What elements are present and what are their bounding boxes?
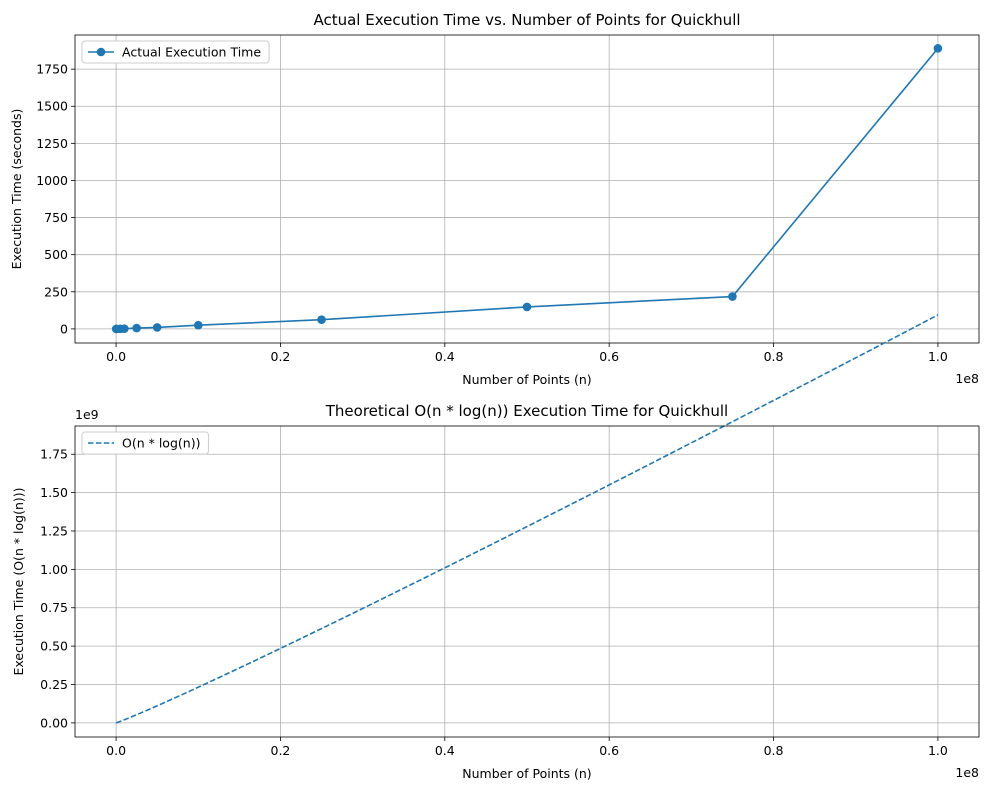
chart-theoretical-nlogn: Theoretical O(n * log(n)) Execution Time…: [11, 314, 980, 781]
data-point: [193, 320, 203, 330]
legend-marker-actual-execution-time: [96, 47, 106, 57]
x-axis-ticks: 0.0 0.2 0.4 0.6 0.8 1.0: [106, 737, 948, 758]
data-point: [522, 302, 532, 312]
data-point: [152, 323, 162, 332]
y-tick-label: 1.25: [40, 523, 68, 538]
y-tick-label: 1750: [36, 62, 68, 77]
plot-frame: [74, 425, 980, 738]
x-axis-offset-label: 1e8: [955, 765, 979, 780]
grid: [75, 426, 979, 737]
plot-frame: [74, 34, 980, 344]
x-tick-label: 0.8: [764, 349, 784, 364]
y-tick-label: 0.75: [40, 600, 68, 615]
y-tick-label: 1000: [36, 173, 68, 188]
x-tick-label: 0.2: [271, 349, 291, 364]
y-axis-offset-label: 1e9: [75, 407, 99, 422]
y-axis-label: Execution Time (seconds): [9, 109, 24, 270]
x-tick-label: 1.0: [928, 349, 948, 364]
y-tick-label: 1.75: [40, 447, 68, 462]
x-tick-label: 0.0: [106, 743, 126, 758]
y-tick-label: 1250: [36, 136, 68, 151]
y-axis-label: Execution Time (O(n * log(n))): [11, 487, 26, 675]
chart-title: Actual Execution Time vs. Number of Poin…: [313, 11, 740, 29]
data-point: [728, 292, 737, 301]
x-tick-label: 0.4: [435, 743, 455, 758]
y-tick-label: 0.00: [40, 715, 68, 730]
x-tick-label: 0.2: [271, 743, 291, 758]
y-tick-label: 0.25: [40, 677, 68, 692]
x-tick-label: 1.0: [928, 743, 948, 758]
series-layer: [115, 314, 939, 724]
data-point: [132, 323, 141, 333]
chart-title: Theoretical O(n * log(n)) Execution Time…: [325, 402, 728, 420]
data-point: [317, 315, 326, 324]
y-axis-ticks: 0 250 500 750 1000 1250 1500 1750: [36, 62, 75, 336]
y-tick-label: 1.50: [40, 485, 68, 500]
x-axis-ticks: 0.0 0.2 0.4 0.6 0.8 1.0: [106, 343, 948, 364]
series-line-actual-execution-time: [116, 47, 939, 330]
x-tick-label: 0.8: [764, 743, 784, 758]
x-tick-label: 0.4: [435, 349, 455, 364]
series-line-o-n-log-n: [115, 314, 939, 724]
y-tick-label: 750: [44, 210, 68, 225]
x-tick-label: 0.6: [599, 349, 619, 364]
y-tick-label: 250: [44, 284, 68, 299]
x-axis-label: Number of Points (n): [462, 372, 591, 387]
x-tick-label: 0.0: [106, 349, 126, 364]
series-layer: [111, 44, 943, 334]
y-tick-label: 1.00: [40, 562, 68, 577]
x-tick-label: 0.6: [599, 743, 619, 758]
legend-box: [81, 40, 270, 64]
legend-box: [81, 431, 209, 455]
grid: [75, 35, 979, 343]
legend-label-actual-execution-time: Actual Execution Time: [122, 45, 261, 60]
x-axis-label: Number of Points (n): [462, 766, 591, 781]
x-axis-offset-label: 1e8: [955, 371, 979, 386]
legend: Actual Execution Time: [81, 40, 270, 64]
y-tick-label: 1500: [36, 99, 68, 114]
data-point: [120, 324, 129, 334]
y-axis-ticks: 0.00 0.25 0.50 0.75 1.00 1.25 1.50 1.75: [40, 447, 75, 730]
data-point: [933, 44, 943, 53]
y-tick-label: 0: [60, 321, 68, 336]
legend-label-nlogn: O(n * log(n)): [122, 436, 200, 451]
y-tick-label: 0.50: [40, 639, 68, 654]
y-tick-label: 500: [44, 247, 68, 262]
chart-actual-execution-time: Actual Execution Time vs. Number of Poin…: [9, 11, 980, 387]
legend: O(n * log(n)): [81, 431, 209, 455]
